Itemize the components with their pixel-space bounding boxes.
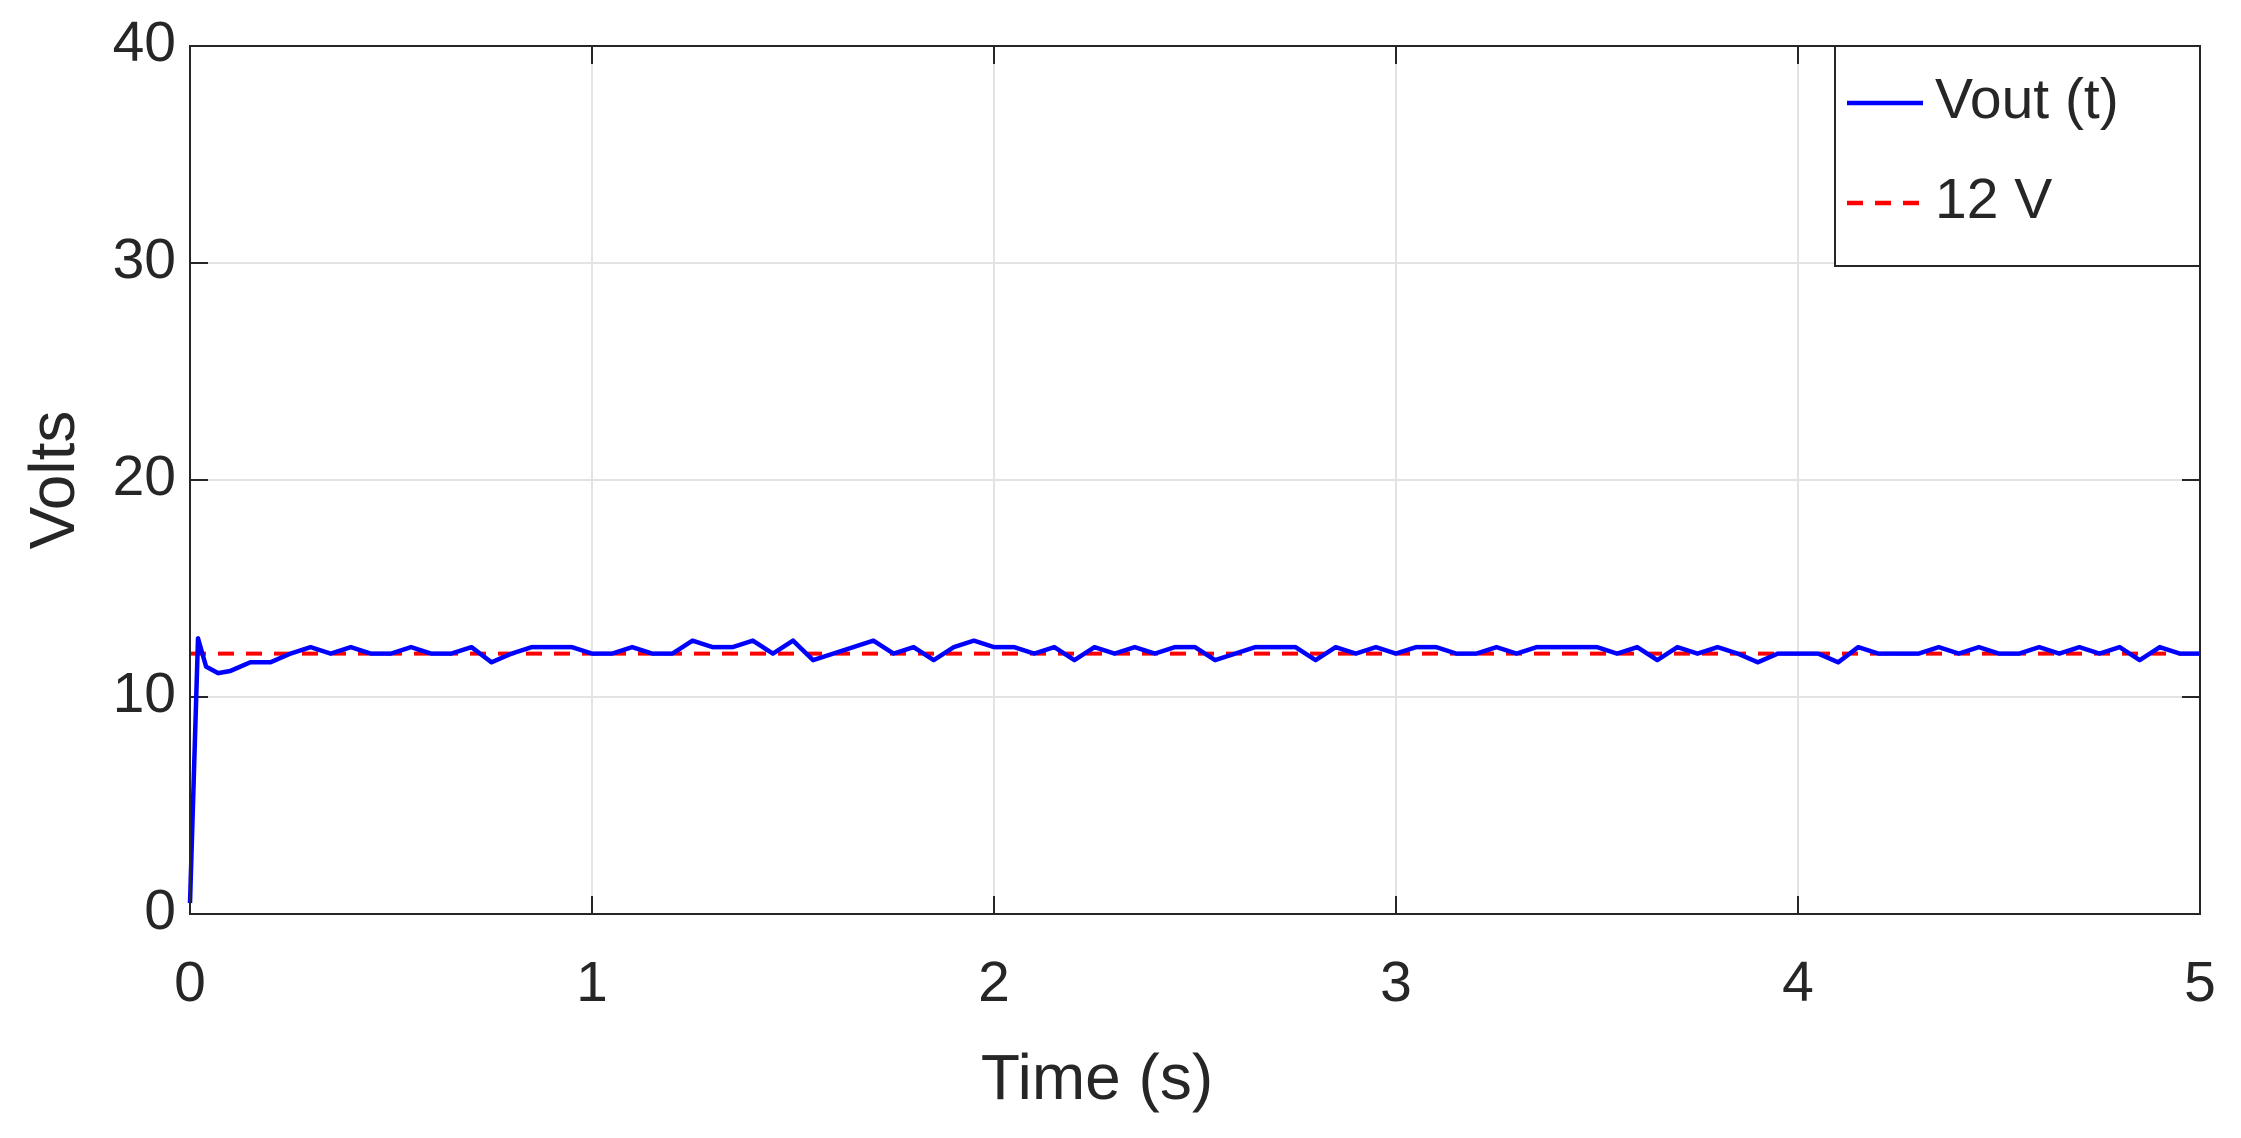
x-tick-label: 3 [1380, 950, 1412, 1014]
y-tick-label: 30 [113, 227, 176, 291]
x-axis-title: Time (s) [981, 1041, 1213, 1113]
x-tick-label: 4 [1782, 950, 1814, 1014]
legend-label: Vout (t) [1935, 67, 2119, 131]
plot-frame [189, 45, 2201, 915]
y-tick-label: 20 [113, 444, 176, 508]
x-tick-label: 0 [174, 950, 206, 1014]
x-tick-label: 5 [2184, 950, 2216, 1014]
legend-label: 12 V [1935, 167, 2052, 231]
series-line [187, 636, 2200, 904]
y-axis-title: Volts [16, 411, 88, 550]
y-tick-label: 0 [144, 878, 176, 942]
y-tick-label: 10 [113, 661, 176, 725]
x-tick-label: 2 [978, 950, 1010, 1014]
y-tick-label: 40 [113, 10, 176, 74]
x-tick-label: 1 [576, 950, 608, 1014]
legend-box [1834, 45, 2201, 267]
